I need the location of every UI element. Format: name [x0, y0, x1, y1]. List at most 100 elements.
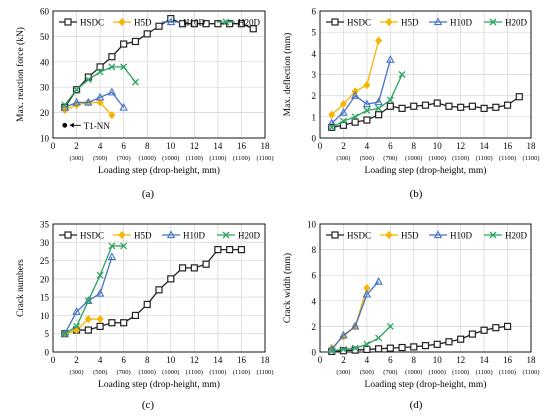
- data-point-hsdc: [386, 344, 394, 352]
- plot-frame: [52, 10, 266, 139]
- data-point-hsdc: [155, 22, 163, 30]
- data-point-hsdc: [351, 118, 359, 126]
- legend-marker-h20d: [222, 18, 230, 26]
- data-point-hsdc: [249, 25, 257, 33]
- x-tick-label: 16: [237, 141, 247, 151]
- x-tick-label: 0: [51, 141, 56, 151]
- data-point-hsdc: [108, 53, 116, 61]
- plot-frame: [319, 10, 532, 139]
- x-subtick-label: (1000): [429, 369, 446, 376]
- data-point-hsdc: [398, 343, 406, 352]
- y-tick-label: 5: [45, 329, 50, 339]
- y-tick-label: 6: [312, 271, 317, 281]
- data-point-hsdc: [375, 111, 383, 119]
- legend: HSDC H5D H10D H20D: [59, 230, 260, 241]
- data-point-hsdc: [202, 260, 210, 268]
- x-tick-label: 10: [166, 141, 176, 151]
- data-point-h20d: [61, 101, 69, 109]
- x-subtick-label: (1000): [162, 155, 179, 162]
- y-axis-label: Max. reaction force (kN): [15, 27, 26, 122]
- x-axis-label: Loading step (drop-height, mm): [98, 165, 220, 176]
- data-point-hsdc: [178, 264, 187, 272]
- y-tick-label: 30: [40, 83, 50, 93]
- x-tick-label: 12: [190, 141, 199, 151]
- data-point-hsdc: [398, 104, 406, 112]
- data-point-h20d: [96, 68, 104, 76]
- data-point-h20d: [375, 104, 383, 112]
- x-tick-label: 2: [341, 355, 346, 365]
- data-point-h20d: [84, 76, 92, 84]
- data-point-hsdc: [492, 103, 500, 111]
- x-subtick-label: (300): [70, 155, 84, 162]
- legend-label: HSDC: [80, 18, 104, 28]
- data-point-h20d: [84, 297, 92, 305]
- data-point-h5d: [84, 314, 92, 324]
- y-tick-label: 10: [307, 220, 317, 230]
- data-point-hsdc: [143, 300, 151, 309]
- data-point-h10d: [327, 118, 336, 127]
- x-subtick-label: (1100): [186, 155, 203, 162]
- legend-marker-h10d: [166, 17, 176, 26]
- x-subtick-label: (700): [383, 369, 397, 376]
- y-tick-label: 4: [312, 49, 317, 59]
- x-subtick-label: (1100): [452, 369, 469, 376]
- legend: HSDC H5D H10D H20D: [59, 17, 260, 28]
- x-tick-label: 14: [213, 141, 223, 151]
- data-point-hsdc: [339, 347, 348, 355]
- x-subtick-label: (300): [336, 369, 350, 376]
- data-point-h20d: [73, 322, 81, 330]
- data-point-h10d: [107, 87, 117, 96]
- legend-marker-h20d: [489, 231, 497, 239]
- data-point-hsdc: [214, 246, 222, 254]
- data-point-hsdc: [190, 20, 198, 28]
- data-point-hsdc: [131, 37, 140, 46]
- y-tick-label: 0: [312, 134, 317, 144]
- data-point-hsdc: [468, 330, 476, 338]
- data-point-hsdc: [351, 346, 359, 354]
- x-tick-label: 0: [318, 355, 323, 365]
- data-point-hsdc: [421, 101, 430, 109]
- series-line-hsdc: [331, 325, 508, 353]
- data-point-h20d: [328, 123, 336, 131]
- y-tick-label: 6: [312, 7, 317, 17]
- x-axis-label: Loading step (drop-height, mm): [365, 379, 487, 390]
- data-point-hsdc: [445, 102, 453, 110]
- data-point-h20d: [120, 63, 128, 71]
- legend-marker-h10d: [166, 230, 176, 239]
- y-axis-label: Crack numbers: [16, 259, 26, 317]
- series-line-hsdc: [331, 96, 520, 129]
- data-point-h10d: [107, 252, 117, 261]
- x-subtick-label: (1100): [186, 369, 203, 376]
- x-subtick-label: (700): [383, 155, 397, 162]
- x-tick-label: 14: [480, 355, 490, 365]
- data-point-hsdc: [226, 20, 234, 28]
- data-point-hsdc: [155, 286, 163, 294]
- data-point-h20d: [375, 334, 383, 342]
- y-tick-label: 10: [40, 134, 50, 144]
- legend-label: H5D: [134, 18, 152, 28]
- data-point-h10d: [386, 55, 395, 63]
- data-point-h5d: [96, 314, 104, 324]
- x-tick-label: 8: [145, 355, 150, 365]
- x-tick-label: 8: [412, 355, 417, 365]
- x-tick-label: 18: [261, 355, 271, 365]
- data-point-h10d: [350, 91, 360, 99]
- data-point-h20d: [363, 107, 371, 114]
- data-point-hsdc: [237, 20, 246, 28]
- x-subtick-label: (1100): [256, 369, 273, 376]
- y-tick-label: 20: [40, 108, 50, 118]
- data-point-hsdc: [410, 343, 418, 351]
- legend-label: HSDC: [347, 231, 371, 241]
- annotation-arrowhead: [69, 122, 74, 128]
- y-tick-label: 40: [40, 57, 50, 67]
- x-tick-label: 12: [456, 355, 465, 365]
- legend-label: H20D: [505, 18, 527, 28]
- x-tick-label: 18: [527, 141, 537, 151]
- y-tick-label: 3: [312, 70, 317, 80]
- legend-marker-h20d: [222, 231, 230, 239]
- x-tick-label: 10: [166, 355, 176, 365]
- data-point-h5d: [108, 111, 116, 120]
- legend-label: H10D: [183, 231, 205, 241]
